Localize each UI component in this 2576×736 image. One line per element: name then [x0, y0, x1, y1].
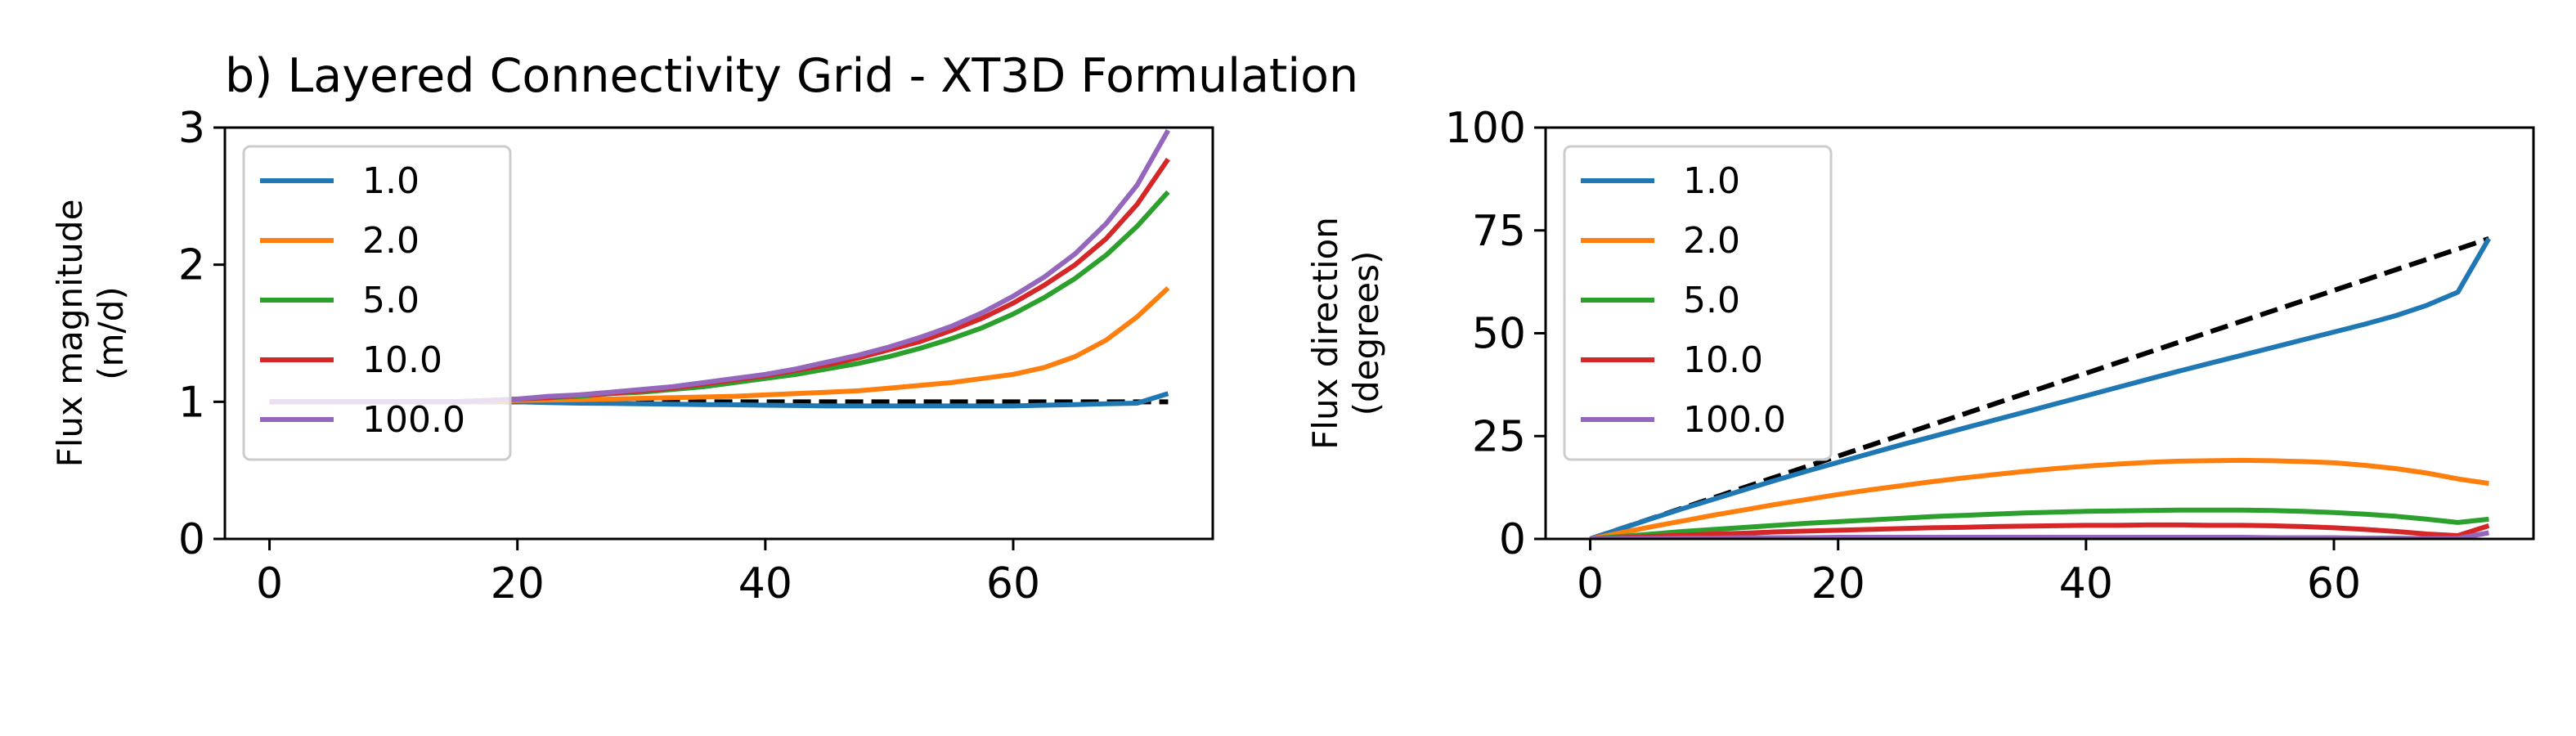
legend-label-10.0: 10.0 — [1683, 339, 1763, 381]
y-tick-label: 25 — [1472, 412, 1526, 461]
y-tick-label: 0 — [1499, 515, 1526, 564]
y-tick-label: 0 — [178, 515, 205, 564]
legend-label-100.0: 100.0 — [1683, 399, 1786, 441]
x-tick-label: 20 — [491, 559, 545, 608]
legend-label-100.0: 100.0 — [362, 399, 465, 441]
y-tick-label: 1 — [178, 378, 205, 427]
legend-label-1.0: 1.0 — [362, 160, 420, 202]
legend-label-10.0: 10.0 — [362, 339, 442, 381]
legend-label-1.0: 1.0 — [1683, 160, 1740, 202]
y-tick-label: 50 — [1472, 310, 1526, 359]
legend-label-2.0: 2.0 — [362, 220, 420, 262]
legend: 1.0 2.0 5.0 10.0 100.0 — [242, 145, 512, 461]
x-tick-label: 0 — [1577, 559, 1604, 608]
x-tick-label: 20 — [1811, 559, 1865, 608]
series-line-5.0 — [1590, 507, 2489, 539]
x-tick-label: 0 — [256, 559, 283, 608]
legend-box — [1563, 145, 1833, 461]
x-tick-label: 60 — [2307, 559, 2361, 608]
legend-label-5.0: 5.0 — [1683, 280, 1740, 321]
figure-title: b) Layered Connectivity Grid - XT3D Form… — [225, 49, 1358, 103]
y-tick-label: 3 — [178, 104, 205, 153]
y-tick-label: 75 — [1472, 207, 1526, 256]
series-line-10.0 — [1590, 522, 2490, 539]
legend-label-5.0: 5.0 — [362, 280, 420, 321]
series-line-1.0 — [1589, 237, 2491, 539]
series-line-2.0 — [1590, 457, 2489, 539]
x-tick-label: 40 — [2059, 559, 2113, 608]
legend-label-2.0: 2.0 — [1683, 220, 1740, 262]
axes-frame — [223, 126, 1214, 541]
right-panel-flux-direction: 0 20 40 60 0 25 50 75 100 Flux direction(degrees)… — [1305, 104, 2535, 608]
y-tick-label: 100 — [1445, 104, 1526, 153]
y-tick-label: 2 — [178, 241, 205, 290]
legend-box — [242, 145, 512, 461]
x-tick-label: 40 — [738, 559, 792, 608]
x-tick-label: 60 — [986, 559, 1040, 608]
y-axis-label: Flux direction(degrees) — [1305, 217, 1386, 450]
legend: 1.0 2.0 5.0 10.0 100.0 — [1563, 145, 1833, 461]
y-axis-label: Flux magnitude(m/d) — [50, 200, 131, 468]
